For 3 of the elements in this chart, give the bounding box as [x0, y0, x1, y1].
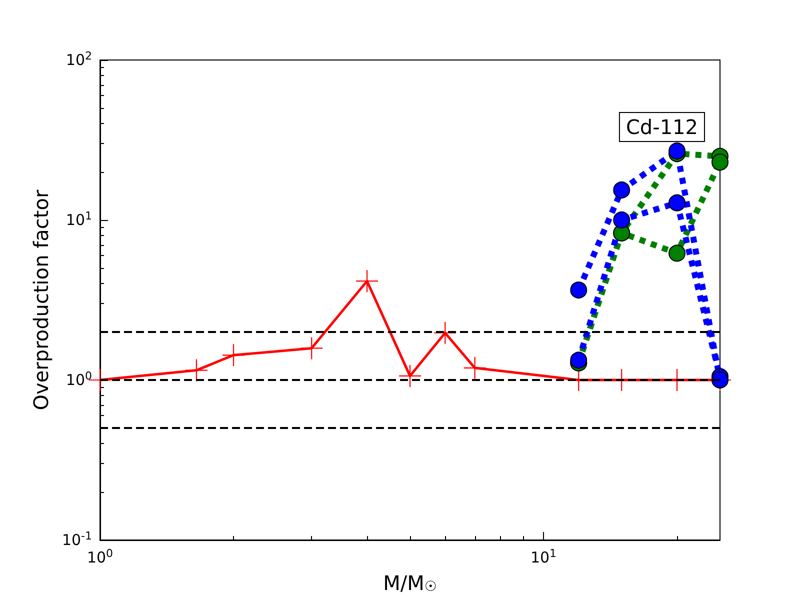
- y-axis-title: Overproduction factor: [29, 189, 54, 410]
- annotation: Cd-112: [626, 115, 698, 139]
- x-axis-title: M/M☉: [383, 571, 437, 595]
